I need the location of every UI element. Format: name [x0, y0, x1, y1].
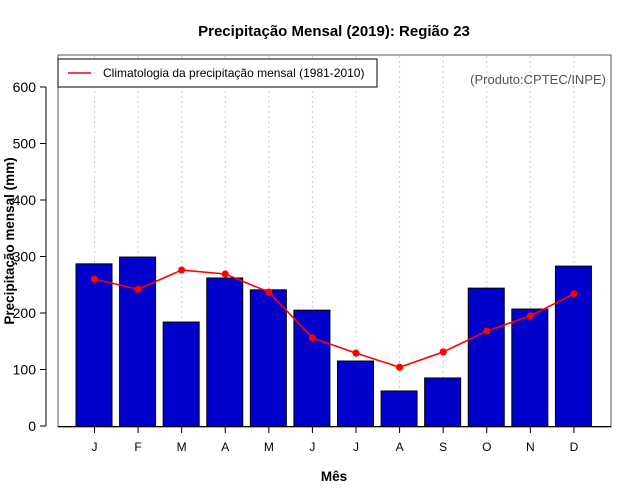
climatology-point-1 [134, 285, 142, 293]
climatology-point-3 [221, 270, 229, 278]
x-tick-label: A [396, 440, 404, 454]
x-tick-label: O [482, 440, 491, 454]
x-axis-label: Mês [321, 469, 347, 484]
climatology-point-10 [526, 312, 534, 320]
bar-0 [75, 263, 113, 427]
climatology-point-7 [395, 363, 404, 371]
bar-1 [119, 256, 157, 427]
bar-2 [162, 321, 200, 427]
climatology-point-6 [352, 349, 360, 357]
bar-7 [380, 390, 418, 427]
climatology-point-11 [570, 290, 578, 298]
y-axis: 0 100 200 300 400 500 600 [13, 79, 47, 434]
climatology-point-5 [308, 334, 317, 342]
x-tick-label: F [134, 440, 141, 454]
bar-10 [511, 308, 549, 427]
chart-title: Precipitação Mensal (2019): Região 23 [198, 23, 470, 40]
bar-6 [337, 360, 374, 427]
x-tick-label: J [353, 440, 359, 454]
x-tick-label: M [264, 440, 274, 454]
y-tick-label: 0 [28, 418, 36, 434]
bar-9 [467, 287, 505, 427]
x-tick-label: N [526, 440, 535, 454]
climatology-point-0 [90, 275, 99, 283]
climatology-point-8 [439, 348, 447, 356]
y-tick-label: 400 [13, 192, 37, 208]
bar-3 [206, 277, 244, 427]
climatology-series [90, 266, 578, 371]
climatology-line [94, 269, 575, 369]
y-tick-label: 600 [13, 79, 37, 95]
y-tick-label: 300 [13, 249, 37, 265]
x-tick-label: S [439, 440, 447, 454]
bar-5 [293, 309, 331, 427]
x-tick-label: D [570, 440, 579, 454]
climatology-point-2 [178, 266, 186, 274]
y-tick-label: 100 [13, 362, 37, 378]
legend: Climatologia da precipitação mensal (198… [57, 58, 378, 88]
y-tick-label: 200 [13, 305, 37, 321]
climatology-point-4 [265, 288, 273, 296]
bar-11 [554, 265, 592, 427]
grid-lines [94, 56, 575, 426]
x-tick-label: M [177, 440, 187, 454]
bar-series [75, 256, 592, 427]
source-annotation: (Produto:CPTEC/INPE) [470, 72, 606, 87]
x-tick-label: A [221, 440, 229, 454]
y-tick-label: 500 [13, 136, 37, 152]
bar-4 [249, 289, 287, 427]
x-tick-label: J [309, 440, 315, 454]
legend-box [57, 58, 378, 88]
climatology-point-9 [483, 327, 491, 335]
y-axis-label: Precipitação mensal (mm) [2, 157, 17, 324]
bar-8 [424, 377, 462, 427]
legend-entry-climatology: Climatologia da precipitação mensal (198… [103, 66, 364, 80]
x-tick-label: J [92, 440, 98, 454]
